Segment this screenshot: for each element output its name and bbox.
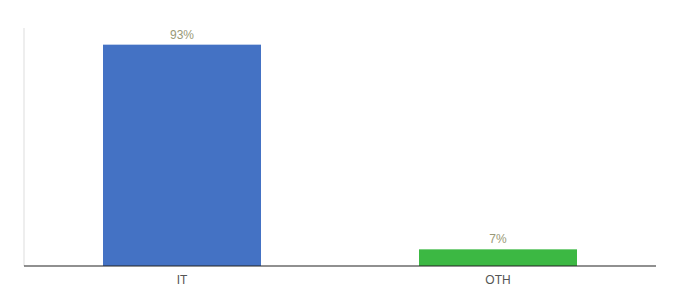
- chart-svg: IT OTH 93% 7%: [0, 0, 680, 300]
- data-label: 7%: [489, 232, 507, 246]
- chart-container: IT OTH 93% 7%: [0, 0, 680, 300]
- data-label: 93%: [170, 28, 194, 42]
- bar: [103, 45, 261, 266]
- bars: [103, 45, 577, 266]
- x-tick-label: IT: [177, 273, 188, 287]
- bar: [419, 249, 577, 266]
- y-axis-line: [24, 28, 25, 266]
- x-axis-line: [24, 265, 656, 266]
- x-tick-label: OTH: [485, 273, 510, 287]
